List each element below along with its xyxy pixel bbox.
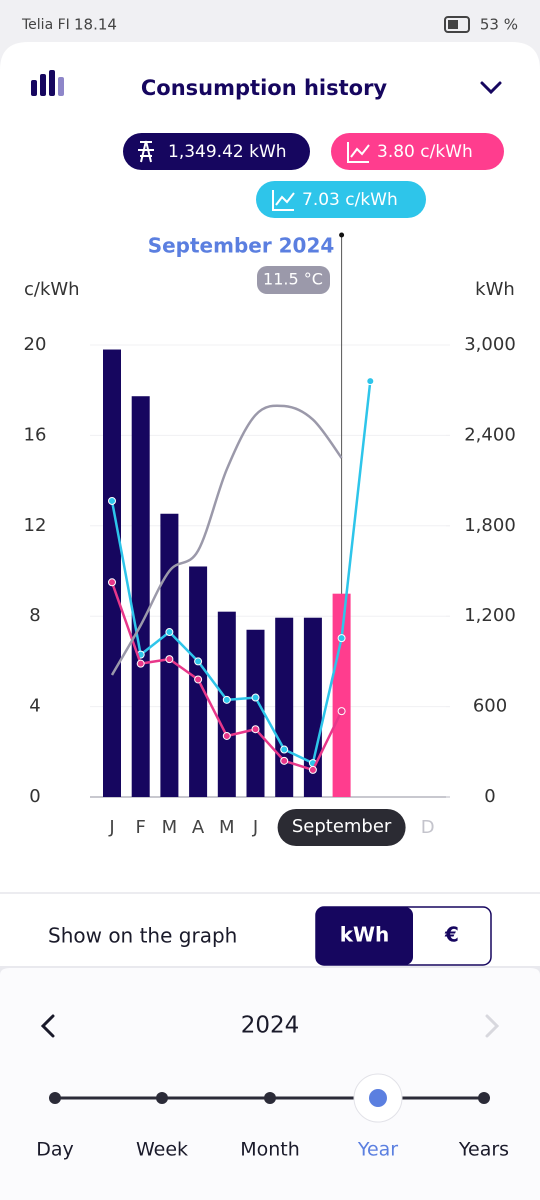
x-tick-label: F [136,817,146,838]
price-pill [331,133,504,170]
period-dot[interactable] [264,1092,276,1104]
line-marker [108,578,116,587]
y2-tick-label: 1,800 [464,515,516,536]
collapse-chevron[interactable] [480,81,502,95]
period-option[interactable]: Year [357,1139,398,1161]
y-axis-label: c/kWh [24,279,80,300]
x-tick-label: September [292,816,392,837]
annotation-pill [257,266,330,294]
price-readout: 3.80 c/kWh [377,142,473,162]
x-tick-label: J [108,817,114,838]
carrier: Telia FI [21,17,70,33]
line-marker [251,693,260,702]
bar [103,349,121,797]
pylon-icon [138,140,154,163]
y-tick-label: 0 [29,786,40,807]
selection-dot [339,232,345,238]
toggle-label: Show on the graph [48,924,237,948]
period-option[interactable]: Day [36,1139,74,1161]
trend-icon [347,142,370,163]
bar [275,617,294,797]
toggle-selected [316,907,413,965]
period-dot[interactable] [156,1092,168,1104]
selected-category-pill [277,809,406,846]
y-tick-label: 12 [24,515,47,536]
toggle-option[interactable]: € [444,923,459,947]
line-marker [108,496,116,505]
bar [332,593,351,797]
y2-tick-label: 3,000 [464,334,516,355]
bar [131,396,150,797]
y2-tick-label: 600 [473,696,507,717]
period-option[interactable]: Week [136,1139,188,1161]
chart-icon [31,70,64,96]
line-marker [337,634,346,643]
temperature-annotation: 11.5 °C [263,270,323,289]
line-marker [251,725,260,734]
line-marker [165,628,174,637]
consumption-pill [123,133,310,170]
y-tick-label: 20 [24,334,47,355]
period-option[interactable]: Years [458,1139,509,1161]
x-tick-label: M [162,817,178,838]
bar [303,617,322,797]
line-marker [280,745,289,754]
period-dot[interactable] [49,1092,61,1104]
line-marker [222,731,231,740]
y2-tick-label: 1,200 [464,605,516,626]
clock: 18.14 [74,16,117,34]
line-marker [337,707,346,716]
period-dot[interactable] [478,1092,490,1104]
line-marker [366,377,375,386]
x-tick-label: M [219,817,235,838]
line-marker [308,765,317,774]
battery-percent: 53 % [480,16,518,34]
y2-tick-label: 2,400 [464,424,516,445]
line-marker [222,695,231,704]
period-option[interactable]: Month [240,1139,300,1161]
chart-title: September 2024 [148,234,335,258]
previous-button[interactable] [40,1014,55,1038]
x-tick-label: J [252,817,258,838]
line [110,381,372,765]
battery-level [448,20,458,29]
period-knob-dot [369,1089,387,1107]
line-marker [194,675,203,684]
divider [0,892,540,894]
next-button[interactable] [485,1014,500,1038]
x-tick-label: A [192,817,205,838]
unit-toggle: kWh € [315,906,492,966]
y-tick-label: 8 [29,605,40,626]
period-selector: Day Week Month Year Years [36,1073,509,1161]
line-marker [136,659,145,668]
consumption-readout: 1,349.42 kWh [168,142,287,162]
line-marker [280,756,289,765]
y2-tick-label: 0 [484,786,495,807]
battery-icon [444,16,470,33]
x-tick-label: D [421,817,435,838]
trend-icon [272,190,295,211]
header-title: Consumption history [141,76,388,100]
line [110,404,343,676]
line-marker [165,655,174,664]
period-year: 2024 [241,1013,300,1039]
spot-readout: 7.03 c/kWh [302,190,398,210]
bar [217,611,236,797]
bar [246,629,265,797]
y-tick-label: 16 [24,424,47,445]
y2-axis-label: kWh [475,279,515,300]
period-sheet [0,968,540,1200]
line-marker [194,657,203,666]
y-tick-label: 4 [29,696,40,717]
spot-pill [256,181,426,218]
toggle-option[interactable]: kWh [340,923,390,947]
